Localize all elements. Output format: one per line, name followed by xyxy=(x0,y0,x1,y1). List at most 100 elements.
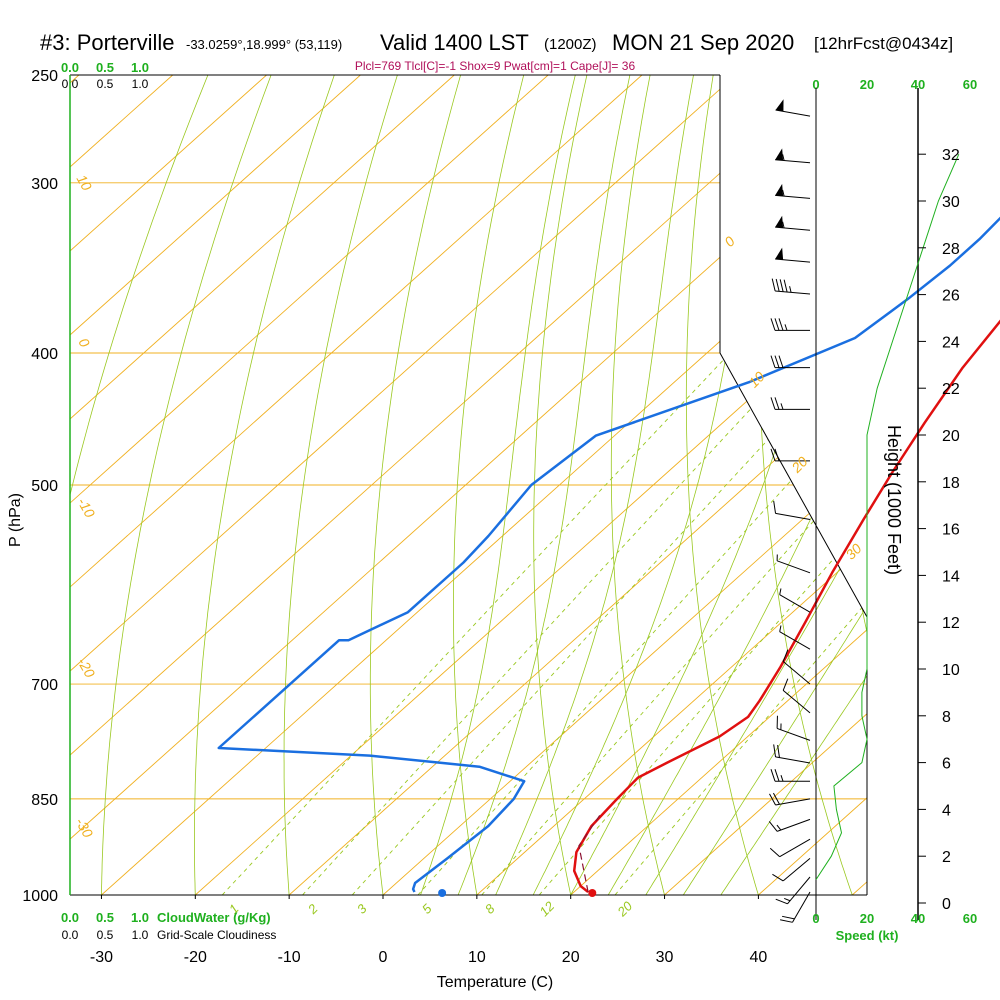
barb-staff xyxy=(776,818,811,832)
barb-staff xyxy=(782,661,811,685)
wind-bot-20: 20 xyxy=(860,911,874,926)
barb-staff xyxy=(782,858,811,882)
cloud-bot-green-1: 0.5 xyxy=(96,910,114,925)
moist-adiabat xyxy=(682,75,867,895)
wind-barb xyxy=(770,355,810,369)
barb-staff xyxy=(779,631,811,650)
mixing-ratio-line xyxy=(221,352,731,895)
cloud-axis-bottom: 0.0 0.5 1.0 CloudWater (g/Kg) 0.0 0.5 1.… xyxy=(61,910,276,942)
barb-full xyxy=(777,745,780,758)
wind-bot-0: 0 xyxy=(812,911,819,926)
dry-adiabat xyxy=(533,75,588,895)
barb-staff xyxy=(775,290,811,295)
barb-full xyxy=(774,769,780,782)
y-tick-label: 400 xyxy=(31,346,58,363)
height-tick-label: 4 xyxy=(942,802,951,819)
wind-top-40: 40 xyxy=(911,77,925,92)
barb-full xyxy=(776,715,778,729)
plot-border xyxy=(719,75,868,895)
cloud-top-black-2: 1.0 xyxy=(132,77,149,91)
y-tick-label: 250 xyxy=(31,68,58,85)
cloud-top-green-0: 0.0 xyxy=(61,60,79,75)
isotherm-label: 10 xyxy=(745,368,767,390)
mixing-ratio-line xyxy=(351,352,849,895)
isotherm-line xyxy=(70,75,455,895)
y-axis-title: P (hPa) xyxy=(7,493,24,547)
wind-barb xyxy=(773,744,811,764)
barb-half xyxy=(784,897,791,902)
isotherm-line xyxy=(758,75,867,895)
wind-barb xyxy=(779,588,811,613)
dry-adiabat xyxy=(685,75,759,895)
height-tick-label: 10 xyxy=(942,662,960,679)
height-tick-label: 20 xyxy=(942,428,960,445)
isotherm-label: 0 xyxy=(721,233,738,250)
wind-speed-line xyxy=(815,154,960,880)
wind-barb xyxy=(775,99,811,117)
isotherm-line xyxy=(70,75,361,895)
barb-full xyxy=(782,649,789,662)
x-tick-label: 40 xyxy=(750,949,768,966)
data-layer xyxy=(217,216,1000,897)
barb-staff xyxy=(787,876,811,905)
dry-adiabat xyxy=(101,75,272,895)
wind-bot-40: 40 xyxy=(911,911,925,926)
wind-top-60: 60 xyxy=(963,77,977,92)
moist-adiabat xyxy=(645,75,867,895)
dry-adiabat xyxy=(194,75,335,895)
barb-half xyxy=(782,189,785,197)
plot-outline xyxy=(69,74,868,896)
y-tick-label: 500 xyxy=(31,478,58,495)
mixing-ratio-line xyxy=(614,352,867,895)
mixing-ratio-label: 5 xyxy=(419,900,435,916)
forecast-date: MON 21 Sep 2020 xyxy=(612,30,794,55)
wind-top-20: 20 xyxy=(860,77,874,92)
moist-adiabat xyxy=(607,75,867,895)
y-tick-label: 1000 xyxy=(22,888,58,905)
wind-barb xyxy=(768,818,811,832)
height-tick-label: 12 xyxy=(942,615,960,632)
barb-staff xyxy=(775,258,811,263)
barb-full xyxy=(782,678,789,691)
x-tick-label: -10 xyxy=(278,949,301,966)
wind-barb xyxy=(772,858,811,882)
wind-barb xyxy=(775,247,811,263)
surface-dewpoint-dot xyxy=(438,889,447,897)
cloudwater-label: CloudWater (g/Kg) xyxy=(157,910,271,925)
barb-half xyxy=(776,824,782,831)
x-tick-label: 0 xyxy=(379,949,388,966)
dry-adiabat xyxy=(453,75,525,895)
barb-full xyxy=(778,318,784,331)
barb-staff xyxy=(779,838,811,858)
x-tick-label: 30 xyxy=(656,949,674,966)
barb-staff xyxy=(776,560,811,574)
wind-barb xyxy=(769,792,811,806)
barb-full xyxy=(770,355,776,368)
barb-staff xyxy=(775,226,811,231)
barb-half xyxy=(780,775,784,782)
wind-barb xyxy=(779,625,811,650)
barb-half xyxy=(776,554,778,561)
barb-full xyxy=(770,318,776,331)
barb-half xyxy=(789,286,792,293)
barb-half xyxy=(782,221,785,229)
barb-staff xyxy=(775,159,811,164)
mixing-ratio-label: 8 xyxy=(482,900,498,916)
wind-barb xyxy=(782,678,811,714)
barb-half xyxy=(780,403,784,410)
wind-barb xyxy=(775,148,811,164)
barb-full xyxy=(770,397,776,410)
wind-barb xyxy=(780,891,811,923)
forecast-run: [12hrFcst@0434z] xyxy=(814,34,953,53)
height-tick-label: 24 xyxy=(942,334,960,351)
moist-adiabat xyxy=(420,75,576,895)
valid-time: Valid 1400 LST xyxy=(380,30,529,55)
barb-full xyxy=(774,448,780,462)
barb-full xyxy=(782,915,795,920)
barb-full xyxy=(770,769,776,782)
barb-staff xyxy=(775,756,811,764)
barb-full xyxy=(773,500,777,514)
barb-half xyxy=(780,723,782,730)
mixing-ratio-line xyxy=(417,352,867,895)
